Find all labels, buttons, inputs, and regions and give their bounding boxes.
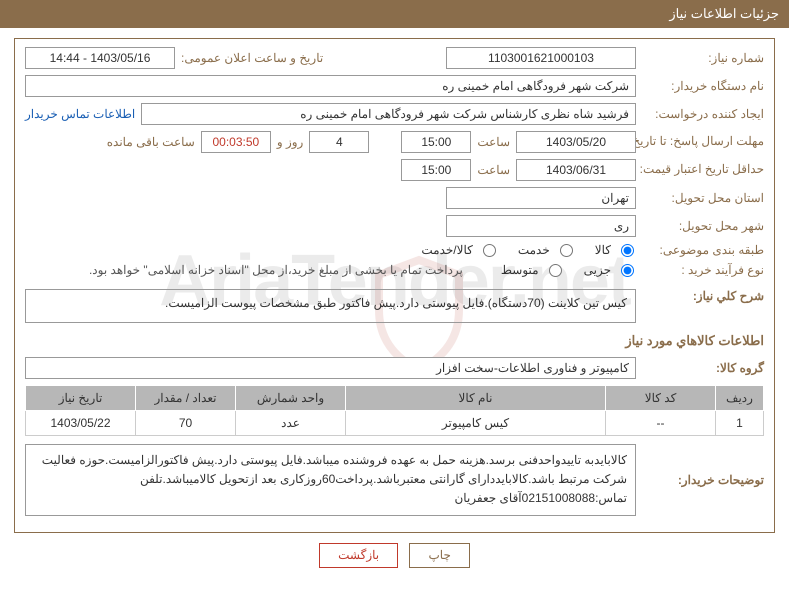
- th-date: تاریخ نیاز: [26, 386, 136, 411]
- requester-value: فرشید شاه نظری کارشناس شرکت شهر فرودگاهی…: [141, 103, 636, 125]
- th-unit: واحد شمارش: [236, 386, 346, 411]
- th-row: ردیف: [716, 386, 764, 411]
- table-row: 1 -- کیس کامپیوتر عدد 70 1403/05/22: [26, 411, 764, 436]
- radio-partial[interactable]: [621, 264, 634, 277]
- goods-group-value: کامپیوتر و فناوری اطلاعات-سخت افزار: [25, 357, 636, 379]
- radio-both[interactable]: [483, 244, 496, 257]
- cell-unit: عدد: [236, 411, 346, 436]
- radio-medium[interactable]: [549, 264, 562, 277]
- days-remaining: 4: [309, 131, 369, 153]
- announce-date-label: تاریخ و ساعت اعلان عمومی:: [181, 51, 323, 65]
- time-remaining: 00:03:50: [201, 131, 271, 153]
- buyer-org-label: نام دستگاه خریدار:: [642, 79, 764, 93]
- goods-table: ردیف کد کالا نام کالا واحد شمارش تعداد /…: [25, 385, 764, 436]
- days-and-label: روز و: [277, 135, 304, 149]
- cell-date: 1403/05/22: [26, 411, 136, 436]
- cell-row: 1: [716, 411, 764, 436]
- desc-label: شرح کلي نياز:: [642, 289, 764, 303]
- desc-value: کیس تین کلاینت (70دستگاه).فایل پیوستی دا…: [25, 289, 636, 323]
- cell-name: کیس کامپیوتر: [346, 411, 606, 436]
- city-label: شهر محل تحویل:: [642, 219, 764, 233]
- announce-date-value: 1403/05/16 - 14:44: [25, 47, 175, 69]
- th-qty: تعداد / مقدار: [136, 386, 236, 411]
- cell-qty: 70: [136, 411, 236, 436]
- time-label-1: ساعت: [477, 135, 510, 149]
- radio-service[interactable]: [560, 244, 573, 257]
- requester-label: ایجاد کننده درخواست:: [642, 107, 764, 121]
- goods-section-title: اطلاعات کالاهاي مورد نياز: [25, 333, 764, 349]
- details-panel: شماره نیاز: 1103001621000103 تاریخ و ساع…: [14, 38, 775, 533]
- radio-both-label: کالا/خدمت: [421, 243, 472, 257]
- process-label: نوع فرآیند خرید :: [642, 263, 764, 277]
- remaining-label: ساعت باقی مانده: [107, 135, 195, 149]
- print-button[interactable]: چاپ: [409, 543, 469, 568]
- province-value: تهران: [446, 187, 636, 209]
- th-name: نام کالا: [346, 386, 606, 411]
- notes-label: توضیحات خریدار:: [642, 473, 764, 487]
- time-label-2: ساعت: [477, 163, 510, 177]
- price-validity-time: 15:00: [401, 159, 471, 181]
- request-no-value: 1103001621000103: [446, 47, 636, 69]
- back-button[interactable]: بازگشت: [319, 543, 398, 568]
- radio-service-label: خدمت: [518, 243, 550, 257]
- category-label: طبقه بندی موضوعی:: [642, 243, 764, 257]
- goods-group-label: گروه کالا:: [642, 361, 764, 375]
- radio-goods[interactable]: [621, 244, 634, 257]
- province-label: استان محل تحویل:: [642, 191, 764, 205]
- process-note: پرداخت تمام یا بخشی از مبلغ خرید،از محل …: [89, 263, 463, 277]
- cell-code: --: [606, 411, 716, 436]
- buyer-contact-link[interactable]: اطلاعات تماس خریدار: [25, 107, 135, 121]
- price-validity-date: 1403/06/31: [516, 159, 636, 181]
- price-validity-label: حداقل تاریخ اعتبار قیمت: تا تاریخ:: [642, 162, 764, 178]
- response-deadline-time: 15:00: [401, 131, 471, 153]
- notes-value: کالابایدبه تاییدواحدفنی برسد.هزینه حمل ب…: [25, 444, 636, 516]
- request-no-label: شماره نیاز:: [642, 51, 764, 65]
- city-value: ری: [446, 215, 636, 237]
- page-header: جزئیات اطلاعات نیاز: [0, 0, 789, 28]
- radio-partial-label: جزیی: [584, 263, 611, 277]
- radio-medium-label: متوسط: [501, 263, 539, 277]
- response-deadline-label: مهلت ارسال پاسخ: تا تاریخ:: [642, 134, 764, 150]
- response-deadline-date: 1403/05/20: [516, 131, 636, 153]
- buyer-org-value: شرکت شهر فرودگاهی امام خمینی ره: [25, 75, 636, 97]
- radio-goods-label: کالا: [595, 243, 611, 257]
- th-code: کد کالا: [606, 386, 716, 411]
